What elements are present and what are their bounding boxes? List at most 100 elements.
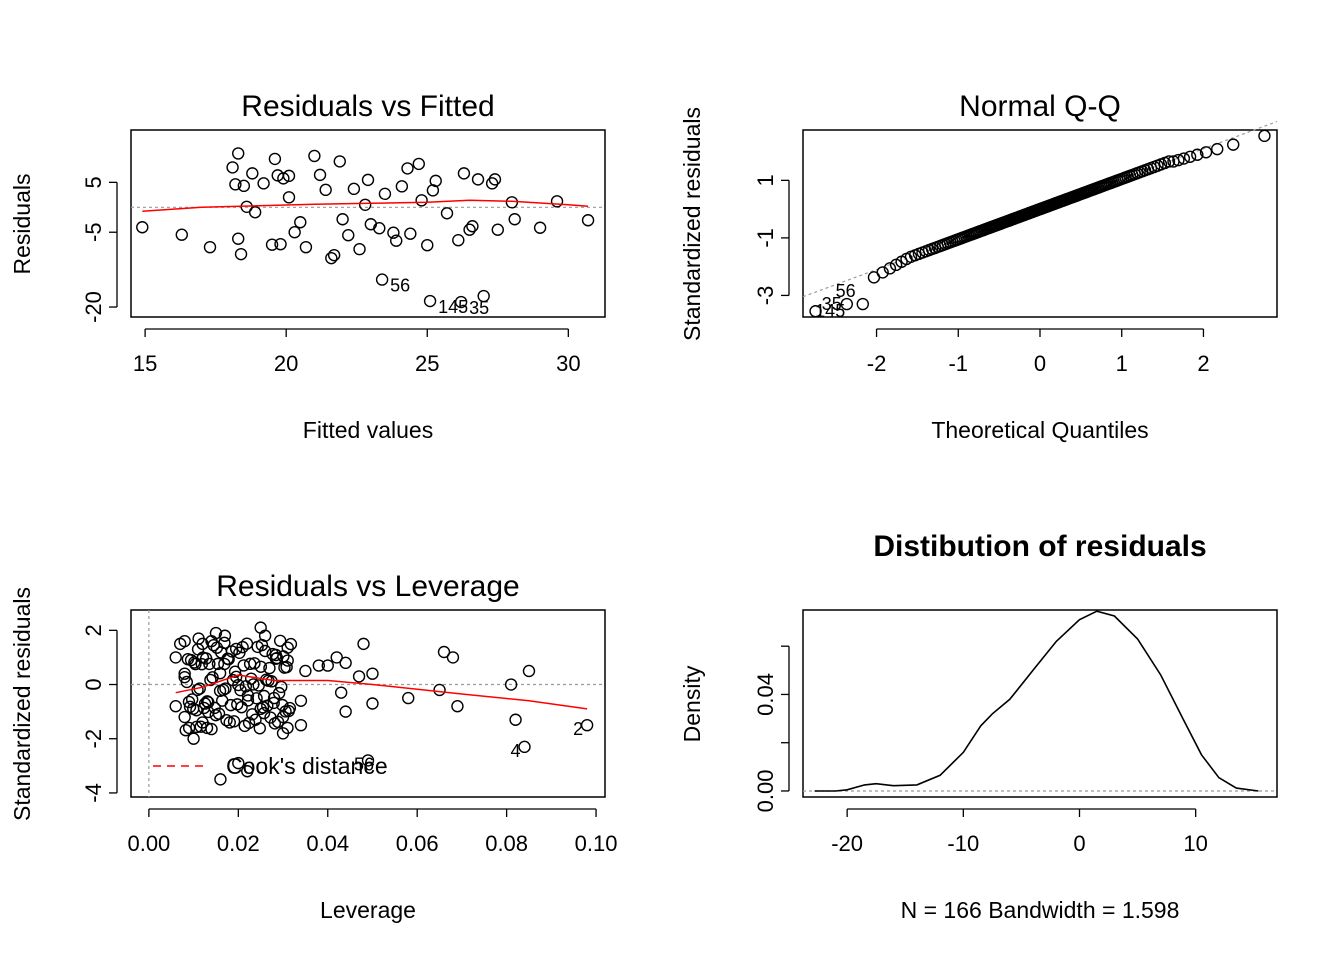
residuals-vs-fitted-point (533, 221, 547, 234)
normal-qq-point (1172, 153, 1185, 167)
residuals-vs-fitted-point (299, 240, 313, 254)
residuals-vs-fitted-point (277, 172, 290, 185)
residuals-vs-fitted-point (412, 157, 425, 171)
normal-qq-x-tick-label: 0 (1034, 351, 1046, 376)
residuals-vs-fitted-point (361, 173, 375, 187)
residuals-vs-leverage-point (188, 656, 201, 669)
normal-qq-point (809, 305, 822, 318)
residuals-vs-leverage-point (264, 711, 277, 724)
residuals-vs-leverage-point (236, 640, 249, 654)
residuals-vs-fitted-point (203, 240, 217, 254)
residuals-vs-leverage-point (218, 657, 231, 671)
normal-qq-point (856, 297, 869, 311)
residuals-vs-leverage-point (241, 694, 255, 707)
residuals-vs-leverage-point (366, 697, 379, 710)
residuals-vs-fitted-point (268, 152, 282, 166)
residuals-vs-leverage-x-tick-label: 0.04 (306, 831, 349, 856)
residuals-vs-leverage-plot-box (130, 609, 606, 798)
normal-qq-point (1258, 129, 1271, 143)
residuals-vs-fitted-point-label: 56 (390, 276, 410, 296)
normal-qq-point (1211, 142, 1224, 156)
residuals-vs-fitted-point (378, 187, 392, 201)
normal-qq-xlabel: Theoretical Quantiles (931, 417, 1148, 443)
residuals-vs-leverage-point (192, 632, 205, 645)
residuals-vs-fitted-x-tick-label: 15 (133, 351, 157, 376)
residuals-vs-leverage-point (183, 700, 197, 713)
residuals-vs-leverage-point (267, 696, 280, 710)
residuals-vs-fitted-point (358, 198, 372, 212)
residuals-vs-leverage-point (178, 670, 191, 684)
normal-qq-point (840, 297, 853, 311)
residuals-vs-leverage-point (206, 671, 219, 684)
normal-qq-point (1227, 138, 1240, 151)
residuals-vs-leverage-point (278, 661, 291, 674)
residuals-vs-leverage-x-tick-label: 0.06 (396, 831, 439, 856)
residuals-vs-fitted-point-label: 35 (469, 298, 489, 318)
residuals-vs-leverage-point (257, 706, 271, 720)
residuals-vs-leverage-title: Residuals vs Leverage (216, 570, 520, 603)
residuals-vs-fitted-point (488, 173, 502, 186)
residuals-vs-leverage-point (247, 678, 260, 691)
residuals-vs-leverage-point (253, 722, 266, 735)
residuals-vs-leverage-point (258, 644, 272, 658)
normal-qq-point-label: 145 (815, 301, 845, 321)
normal-qq-y-tick-label: 1 (753, 174, 778, 186)
residuals-vs-leverage-x-tick-label: 0.08 (485, 831, 528, 856)
normal-qq-point (876, 266, 889, 279)
residuals-vs-fitted-point (457, 167, 471, 180)
residuals-vs-leverage-point (352, 670, 366, 683)
residuals-vs-leverage-point (182, 695, 196, 709)
residuals-vs-fitted-point (471, 173, 485, 186)
residuals-vs-leverage-point (366, 667, 379, 680)
residuals-vs-leverage-point (198, 697, 212, 710)
residuals-vs-fitted-point (454, 295, 468, 309)
residuals-vs-leverage-point (275, 680, 288, 694)
residuals-vs-leverage-point (241, 765, 254, 778)
residuals-vs-fitted-marks: 15 20 25 30 -20 -5 5 56 145 35 (81, 147, 605, 376)
residuals-vs-leverage-point (178, 710, 191, 724)
residuals-vs-leverage-point (178, 667, 191, 680)
residuals-vs-fitted-point (234, 247, 248, 261)
residuals-vs-leverage-point (522, 664, 536, 678)
residuals-vs-fitted-point (581, 214, 595, 227)
residual-density-y-tick-label: 0.00 (753, 770, 778, 813)
residuals-vs-fitted-point (232, 147, 245, 160)
residuals-vs-fitted-ylabel: Residuals (9, 174, 35, 275)
residuals-vs-leverage-point (202, 705, 215, 719)
residuals-vs-leverage-point (271, 715, 285, 729)
residuals-vs-fitted-point (401, 162, 414, 175)
residuals-vs-fitted-point (466, 220, 479, 233)
residuals-vs-leverage-x-tick-label: 0.10 (575, 831, 618, 856)
residuals-vs-fitted-point (336, 213, 349, 226)
residuals-vs-leverage-point (402, 691, 415, 705)
residuals-vs-leverage-point (504, 678, 518, 691)
residual-density-x-tick-label: 0 (1073, 831, 1085, 856)
residuals-vs-fitted-panel: Residuals vs Fitted 15 20 25 30 -20 -5 5 56 145 3… (9, 90, 606, 443)
normal-qq-point (1183, 150, 1197, 163)
residuals-vs-leverage-y-tick-label: -2 (81, 729, 106, 749)
residuals-vs-leverage-point (580, 718, 594, 732)
residuals-vs-fitted-point (333, 155, 346, 168)
residuals-vs-leverage-point (254, 660, 268, 673)
normal-qq-point-label: 56 (836, 281, 856, 301)
residuals-vs-leverage-point (250, 692, 263, 705)
residuals-vs-fitted-point (229, 178, 242, 191)
normal-qq-y-tick-label: -3 (753, 286, 778, 306)
residuals-vs-leverage-point (213, 684, 227, 698)
residuals-vs-fitted-x-tick-label: 30 (556, 351, 580, 376)
residuals-vs-fitted-point (508, 213, 521, 226)
residuals-vs-leverage-point (209, 626, 223, 640)
residuals-vs-leverage-smooth-line (175, 674, 588, 710)
residuals-vs-leverage-point (357, 637, 370, 651)
residuals-vs-leverage-point (446, 651, 460, 664)
residuals-vs-fitted-point (375, 273, 389, 286)
residuals-vs-leverage-point (223, 716, 236, 729)
residuals-vs-fitted-point (175, 228, 188, 241)
residuals-vs-leverage-point (189, 657, 202, 671)
residual-density-title: Distibution of residuals (873, 530, 1206, 563)
normal-qq-x-tick-label: -1 (948, 351, 968, 376)
residual-density-ylabel: Density (679, 665, 705, 742)
residuals-vs-leverage-point (179, 723, 192, 737)
residuals-vs-leverage-point-label: 2 (573, 719, 583, 739)
